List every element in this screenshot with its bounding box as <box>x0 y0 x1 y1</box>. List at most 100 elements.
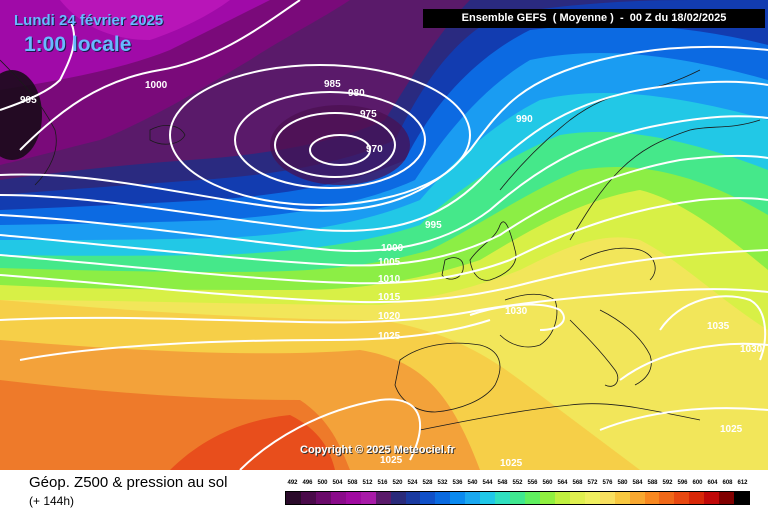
isobar-label: 1030 <box>740 344 763 355</box>
scale-label: 548 <box>497 480 508 486</box>
isobar-label: 970 <box>366 144 383 155</box>
scale-label: 588 <box>647 480 658 486</box>
scale-label: 568 <box>572 480 583 486</box>
isobar-label: 1025 <box>378 331 401 342</box>
coast-balkans <box>599 309 652 386</box>
isobar-ring-4 <box>169 64 471 206</box>
scale-swatch <box>539 492 555 504</box>
scale-label: 492 <box>287 480 298 486</box>
color-scale-bar <box>285 491 750 505</box>
scale-label: 560 <box>542 480 553 486</box>
band-bright-magenta <box>60 0 230 40</box>
isobar-1005 <box>0 154 768 267</box>
forecast-time: 1:00 locale <box>24 33 132 56</box>
scale-swatch <box>510 492 525 504</box>
scale-label: 528 <box>422 480 433 486</box>
scale-swatch <box>584 492 600 504</box>
isobar-1000-north <box>19 0 301 151</box>
scale-swatch <box>420 492 436 504</box>
isobar-label: 1000 <box>381 243 404 254</box>
model-run-banner: Ensemble GEFS ( Moyenne ) - 00 Z du 18/0… <box>423 9 765 28</box>
coast-greenland <box>0 59 57 186</box>
isobar-lines <box>0 0 768 470</box>
scale-swatch <box>554 492 570 504</box>
scale-label: 608 <box>722 480 733 486</box>
isobar-ring-2 <box>274 112 396 178</box>
scale-swatch <box>674 492 690 504</box>
scale-label: 496 <box>302 480 313 486</box>
isobar-1020 <box>0 288 768 324</box>
isobar-ring-3 <box>234 91 426 189</box>
color-scale: 492 496 500 504 508 512 516 520 524 528 532 536 540 5… <box>285 478 750 506</box>
scale-label: 572 <box>587 480 598 486</box>
scale-swatch <box>659 492 675 504</box>
band-magenta <box>0 0 270 90</box>
isobar-label: 1020 <box>378 311 401 322</box>
scale-swatch <box>300 492 316 504</box>
map-subtitle: (+ 144h) <box>29 494 75 508</box>
scale-label: 512 <box>362 480 373 486</box>
scale-label: 544 <box>482 480 493 486</box>
scale-label: 596 <box>677 480 688 486</box>
isobar-990 <box>0 46 768 212</box>
isobar-1030-central <box>469 303 565 331</box>
scale-swatch <box>629 492 645 504</box>
isobar-label: 1010 <box>378 274 401 285</box>
isobar-label: 975 <box>360 109 377 120</box>
scale-swatch <box>450 492 466 504</box>
scale-swatch <box>345 492 361 504</box>
scale-label: 564 <box>557 480 568 486</box>
isobar-ring-1 <box>309 134 371 166</box>
scale-label: 508 <box>347 480 358 486</box>
isobar-1030-east <box>619 342 768 381</box>
coast-italy <box>569 319 619 387</box>
scale-label: 504 <box>332 480 343 486</box>
scale-label: 576 <box>602 480 613 486</box>
scale-label: 524 <box>407 480 418 486</box>
coast-north-africa <box>419 403 701 431</box>
scale-swatch <box>480 492 496 504</box>
scale-swatch <box>525 492 540 504</box>
scale-swatch <box>734 492 750 504</box>
scale-label: 604 <box>707 480 718 486</box>
coast-france <box>499 293 558 348</box>
isobar-label: 1005 <box>378 257 401 268</box>
isobar-label: 985 <box>324 79 341 90</box>
scale-swatch <box>435 492 451 504</box>
isobar-label: 1030 <box>505 306 528 317</box>
isobar-1010 <box>0 197 768 285</box>
isobar-labels: 995 1000 985 980 975 970 990 995 1000 10… <box>20 79 763 469</box>
scale-label: 520 <box>392 480 403 486</box>
coast-uk <box>469 221 517 281</box>
scale-swatch <box>599 492 615 504</box>
isobar-label: 1000 <box>145 80 168 91</box>
low-pressure-core <box>270 105 410 185</box>
scale-swatch <box>465 492 481 504</box>
scale-label: 540 <box>467 480 478 486</box>
scale-label: 556 <box>527 480 538 486</box>
scale-swatch <box>360 492 376 504</box>
coastlines <box>0 59 761 431</box>
coast-baltic <box>579 247 656 281</box>
band-red-orange <box>170 415 335 470</box>
scale-swatch <box>375 492 391 504</box>
coast-iberia <box>394 342 501 413</box>
scale-label: 552 <box>512 480 523 486</box>
isobar-995-west <box>0 19 76 111</box>
scale-label: 580 <box>617 480 628 486</box>
scale-swatch <box>719 492 735 504</box>
isobar-1025-south <box>239 398 421 470</box>
coast-sweden-finland <box>569 119 761 241</box>
forecast-date: Lundi 24 février 2025 <box>14 12 164 29</box>
scale-label: 536 <box>452 480 463 486</box>
scale-label: 600 <box>692 480 703 486</box>
scale-label: 516 <box>377 480 388 486</box>
coast-iceland <box>149 125 186 145</box>
scale-swatch <box>315 492 331 504</box>
scale-swatch <box>704 492 720 504</box>
isobar-995 <box>0 80 768 232</box>
scale-swatch <box>286 492 301 504</box>
scale-swatch <box>689 492 705 504</box>
scale-swatch <box>330 492 346 504</box>
